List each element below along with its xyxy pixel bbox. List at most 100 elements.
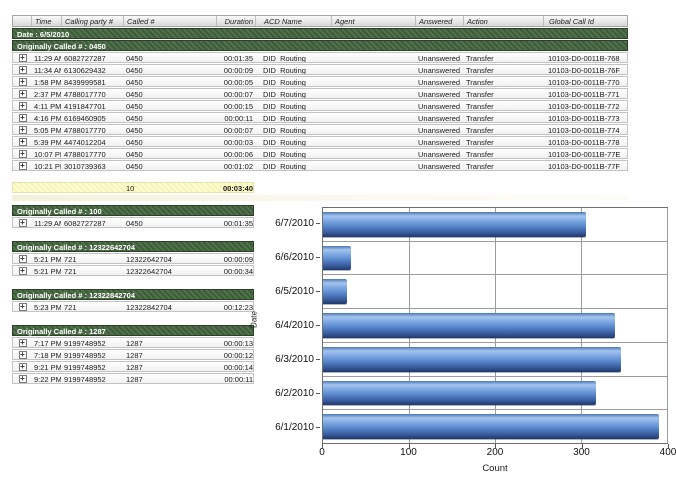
cell-time: 11:34 AM — [34, 66, 61, 74]
expand-plus-icon[interactable]: + — [18, 101, 27, 110]
cell-action: Transfer — [466, 150, 494, 158]
cell-calling-party: 8439999581 — [64, 78, 106, 86]
call-row: +7:18 PM 9199748952 1287 00:00:12 — [12, 349, 254, 360]
cell-time: 9:22 PM — [34, 375, 61, 383]
cell-time: 7:17 PM — [34, 339, 61, 347]
expand-cell: + — [13, 338, 31, 347]
cell-called: 0450 — [126, 162, 143, 170]
cell-action: Transfer — [466, 54, 494, 62]
expand-cell: + — [13, 125, 31, 134]
call-row: +10:21 PM3010739363 0450 00:01:02 DID_Routi… — [12, 160, 628, 171]
expand-plus-icon[interactable]: + — [18, 89, 27, 98]
call-group-section: Originally Called # : 12322842704 +5:23 P… — [12, 289, 254, 312]
expand-plus-icon[interactable]: + — [18, 77, 27, 86]
expand-plus-icon[interactable]: + — [18, 53, 27, 62]
cell-action: Transfer — [466, 66, 494, 74]
cell-duration: 00:00:11 — [224, 375, 253, 383]
call-row: +1:58 PM 8439999581 0450 00:00:05 DID_Routin… — [12, 76, 628, 87]
cell-answered: Unanswered — [418, 102, 461, 110]
cell-time: 5:21 PM — [34, 267, 61, 275]
cell-duration: 00:00:06 — [223, 150, 253, 158]
y-tick-mark — [316, 223, 320, 225]
cell-agent — [331, 125, 415, 134]
expand-plus-icon[interactable]: + — [18, 362, 27, 371]
cell-calling-party: 9199748952 — [64, 363, 106, 371]
expand-plus-icon[interactable]: + — [18, 374, 27, 383]
x-tick-label: 300 — [573, 447, 590, 458]
column-header-global-call-id: Global Call Id — [543, 16, 629, 26]
cell-acd-name: DID_Routing — [263, 102, 306, 110]
chart-category-slot — [323, 343, 667, 377]
cell-time: 11:29 AM — [34, 54, 61, 62]
expand-plus-icon[interactable]: + — [18, 338, 27, 347]
group-summary-row: 10 00:03:40 — [12, 182, 254, 193]
cell-called: 1287 — [126, 375, 143, 383]
cell-time: 5:39 PM — [34, 138, 61, 146]
chart-category-slot — [323, 242, 667, 276]
cell-global-call-id: 10103-D0-0011B-76F — [548, 66, 620, 74]
expand-plus-icon[interactable]: + — [18, 218, 27, 227]
expand-cell: + — [13, 89, 31, 98]
cell-agent — [331, 149, 415, 158]
expand-plus-icon[interactable]: + — [18, 302, 27, 311]
call-row: +5:21 PM 721 12322642704 00:00:09 — [12, 253, 254, 264]
table-footer-strip — [12, 195, 628, 201]
expand-plus-icon[interactable]: + — [18, 350, 27, 359]
expand-plus-icon[interactable]: + — [18, 266, 27, 275]
chart-gridline — [667, 208, 668, 443]
expand-plus-icon[interactable]: + — [18, 161, 27, 170]
column-header-time: Time — [31, 16, 61, 26]
x-tick-label: 100 — [400, 447, 417, 458]
cell-calling-party: 4788017770 — [64, 126, 106, 134]
cell-called: 0450 — [126, 114, 143, 122]
call-row: +7:17 PM 9199748952 1287 00:00:13 — [12, 337, 254, 348]
cell-action: Transfer — [466, 78, 494, 86]
cell-time: 11:29 AM — [34, 219, 61, 227]
cell-global-call-id: 10103-D0-0011B-768 — [548, 54, 620, 62]
call-row: +9:21 PM 9199748952 1287 00:00:14 — [12, 361, 254, 372]
bar-6-1-2010 — [323, 414, 660, 440]
table-header-row: Time Calling party # Called # Duration A… — [12, 15, 628, 27]
cell-action: Transfer — [466, 138, 494, 146]
cell-time: 4:11 PM — [34, 102, 61, 110]
call-row: +5:39 PM 4474012204 0450 00:00:03 DID_Routin… — [12, 136, 628, 147]
cell-global-call-id: 10103-D0-0011B-77E — [548, 150, 621, 158]
y-tick-label: 6/4/2010 — [242, 309, 320, 343]
expand-plus-icon[interactable]: + — [18, 149, 27, 158]
expand-plus-icon[interactable]: + — [18, 113, 27, 122]
date-group-header: Date : 6/5/2010 — [12, 28, 628, 39]
cell-called: 0450 — [126, 138, 143, 146]
y-tick-mark — [316, 358, 320, 360]
expand-plus-icon[interactable]: + — [18, 125, 27, 134]
cell-time: 1:58 PM — [34, 78, 61, 86]
cell-time: 10:07 PM — [34, 150, 61, 158]
cell-answered: Unanswered — [418, 150, 461, 158]
bar-chart-plot — [322, 207, 668, 444]
cell-duration: 00:00:15 — [223, 102, 253, 110]
expand-plus-icon[interactable]: + — [18, 65, 27, 74]
expand-cell: + — [13, 254, 31, 263]
expand-plus-icon[interactable]: + — [18, 137, 27, 146]
y-tick-mark — [316, 325, 320, 326]
expand-cell: + — [13, 113, 31, 122]
cell-called: 1287 — [126, 363, 143, 371]
column-header-calling-party: Calling party # — [61, 16, 123, 26]
cell-agent — [331, 77, 415, 86]
bar-6-2-2010 — [323, 380, 596, 406]
expand-plus-icon[interactable]: + — [18, 254, 27, 263]
cell-time: 10:21 PM — [34, 162, 61, 170]
cell-called: 0450 — [126, 66, 143, 74]
cell-called: 0450 — [126, 126, 143, 134]
cell-agent — [331, 137, 415, 146]
cell-called: 0450 — [126, 54, 143, 62]
cell-duration: 00:00:09 — [223, 66, 253, 74]
cell-called: 12322842704 — [126, 303, 172, 311]
cell-answered: Unanswered — [418, 114, 461, 122]
originally-called-group-header: Originally Called # : 12322642704 — [12, 241, 254, 252]
cell-answered: Unanswered — [418, 90, 461, 98]
call-row: +11:29 AM6082727287 0450 00:01:35 — [12, 217, 254, 228]
call-row: +9:22 PM 9199748952 1287 00:00:11 — [12, 373, 254, 384]
call-group-section: Originally Called # : 100+11:29 AM608272… — [12, 205, 254, 228]
call-group-section: Originally Called # : 12322642704 +5:21 P… — [12, 241, 254, 276]
cell-duration: 00:01:35 — [223, 54, 253, 62]
